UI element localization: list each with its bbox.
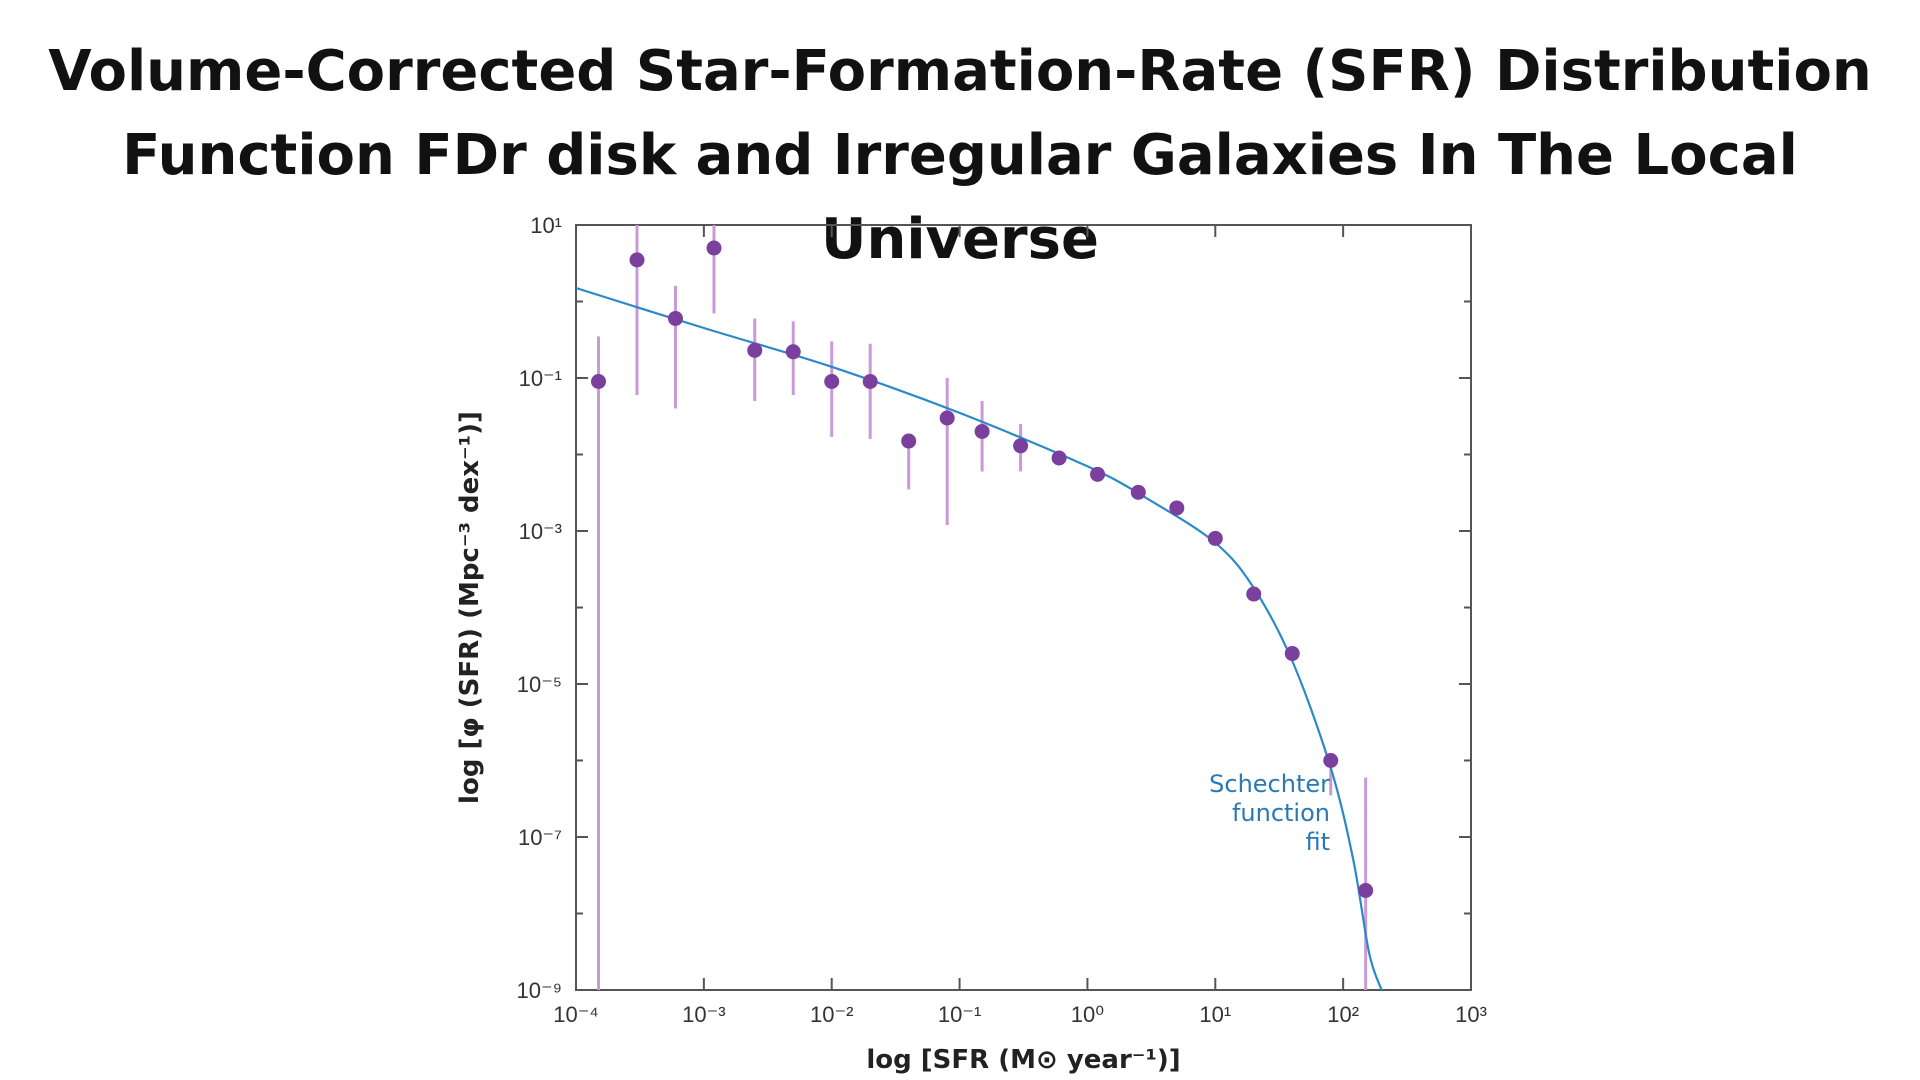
data-point [1207,530,1223,546]
data-point [591,374,607,390]
data-point [1169,500,1185,516]
x-tick-label: 10⁻¹ [938,1002,981,1027]
title-line-2: Function FDr disk and Irregular Galaxies… [122,123,1798,272]
data-point [706,240,722,256]
data-point [1246,586,1262,602]
x-tick-label: 10⁻³ [682,1002,725,1027]
data-point [1284,646,1300,662]
x-tick-label: 10⁰ [1071,1002,1104,1027]
y-tick-label: 10⁻¹ [519,366,562,391]
x-tick-labels: 10⁻⁴ 10⁻³ 10⁻² 10⁻¹ 10⁰ 10¹ 10² 10³ [553,1002,1487,1027]
annotation-line: function [1232,799,1330,827]
axis-ticks [575,224,1472,991]
y-tick-label: 10⁻³ [519,519,562,544]
data-points [591,240,1374,898]
x-tick-label: 10³ [1455,1002,1487,1027]
plot-frame [575,224,1472,991]
y-axis-label: log [φ (SFR) (Mpc⁻³ dex⁻¹)] [455,411,485,804]
y-tick-label: 10⁻⁵ [517,672,562,697]
data-point [1051,450,1067,466]
data-point [629,252,645,268]
x-tick-label: 10¹ [1199,1002,1231,1027]
data-point [1323,753,1339,768]
data-point [785,344,801,360]
data-point [862,374,878,390]
data-point [1013,438,1029,454]
data-point [974,423,990,439]
x-axis-label: log [SFR (M⊙ year⁻¹)] [866,1045,1180,1075]
data-point [667,310,683,326]
error-bars [597,225,1368,990]
y-tick-label: 10⁻⁹ [516,978,562,1003]
title-line-1: Volume-Corrected Star-Formation-Rate (SF… [48,39,1872,104]
annotation-line: Schechter [1209,770,1330,798]
data-point [1090,466,1106,482]
y-tick-label: 10¹ [530,213,562,238]
data-point [824,374,840,390]
x-tick-label: 10² [1327,1002,1359,1027]
data-point [1130,484,1146,500]
schechter-fit-line [575,286,1383,991]
page-title: Volume-Corrected Star-Formation-Rate (SF… [0,30,1920,282]
annotation-line: fit [1305,828,1330,856]
x-tick-label: 10⁻² [810,1002,853,1027]
data-point [1358,882,1374,898]
data-point [939,410,955,426]
data-point [901,433,917,449]
x-tick-label: 10⁻⁴ [553,1002,599,1027]
y-tick-label: 10⁻⁷ [518,825,562,850]
data-point [747,342,763,358]
y-tick-labels: 10¹ 10⁻¹ 10⁻³ 10⁻⁵ 10⁻⁷ 10⁻⁹ [516,213,562,1003]
